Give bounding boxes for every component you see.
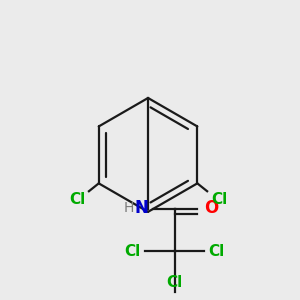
Text: Cl: Cl — [208, 244, 225, 259]
Text: Cl: Cl — [167, 275, 183, 290]
Text: O: O — [204, 199, 218, 217]
Text: N: N — [134, 199, 148, 217]
Text: Cl: Cl — [69, 192, 85, 207]
Text: Cl: Cl — [124, 244, 140, 259]
Text: H: H — [123, 201, 134, 215]
Text: Cl: Cl — [211, 192, 227, 207]
